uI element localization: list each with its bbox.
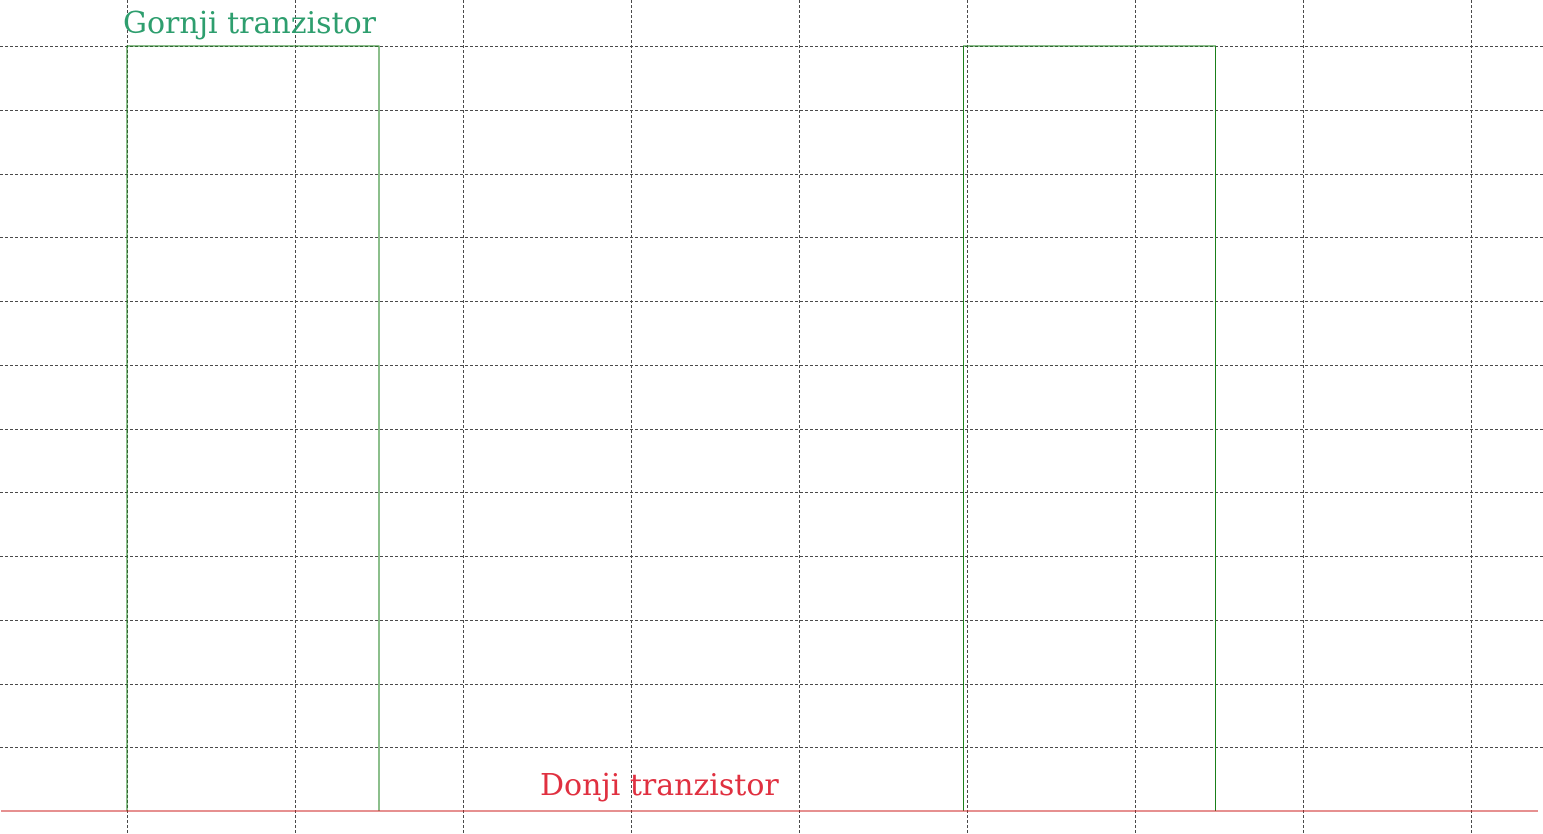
series-line-gornji-tranzistor <box>1 45 1539 812</box>
vertical-gridlines <box>127 0 1472 834</box>
series-label-gornji-tranzistor: Gornji tranzistor <box>123 6 377 41</box>
horizontal-gridlines <box>0 46 1543 748</box>
series-traces <box>1 45 1539 812</box>
series-label-donji-tranzistor: Donji tranzistor <box>540 768 779 803</box>
